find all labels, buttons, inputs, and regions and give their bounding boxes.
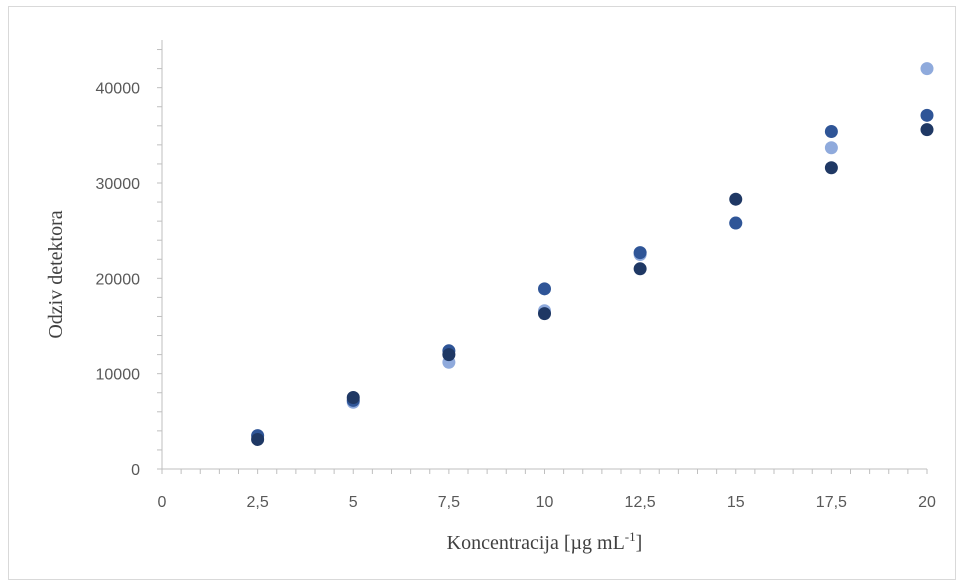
x-axis-title-suffix: ] [636,532,643,554]
x-tick-label: 15 [727,494,745,511]
data-point [824,161,838,175]
data-point [538,307,551,321]
data-point [251,432,265,446]
chart-frame [8,6,956,580]
x-minor-ticks [161,469,928,474]
data-point [633,262,647,276]
x-tick-label: 2,5 [247,494,269,511]
data-point [729,192,743,206]
y-tick-label: 30000 [96,176,141,193]
data-point [824,125,838,139]
y-minor-ticks [157,49,162,470]
data-point [920,108,934,122]
y-tick-labels: 0 10000 20000 30000 40000 [96,81,141,479]
y-tick-label: 10000 [96,367,141,384]
x-tick-label: 0 [158,494,167,511]
x-tick-label: 12,5 [625,494,656,511]
y-tick-label: 0 [131,462,140,479]
data-point [729,216,743,230]
axes [161,40,927,470]
data-point [633,246,647,260]
x-tick-label: 7,5 [438,494,460,511]
y-tick-label: 20000 [96,271,141,288]
series-1 [251,62,934,445]
x-axis-title-superscript: -1 [625,529,636,544]
y-tick-label: 40000 [96,81,141,98]
x-axis-title-main: Koncentracija [µg mL [447,532,625,554]
x-axis-title: Koncentracija [µg mL-1] [447,529,643,554]
data-point [442,348,456,362]
data-point [346,391,360,404]
data-points [251,62,934,446]
x-tick-label: 5 [349,494,358,511]
x-tick-label: 20 [918,494,936,511]
x-tick-label: 10 [536,494,554,511]
x-tick-labels: 0 2,5 5 7,5 10 12,5 15 17,5 20 [158,494,936,511]
y-axis-title: Odziv detektora [45,210,67,338]
data-point [920,123,934,137]
x-tick-label: 17,5 [816,494,847,511]
data-point [920,62,934,76]
series-3 [251,123,934,446]
data-point [824,141,838,155]
data-point [538,282,551,296]
